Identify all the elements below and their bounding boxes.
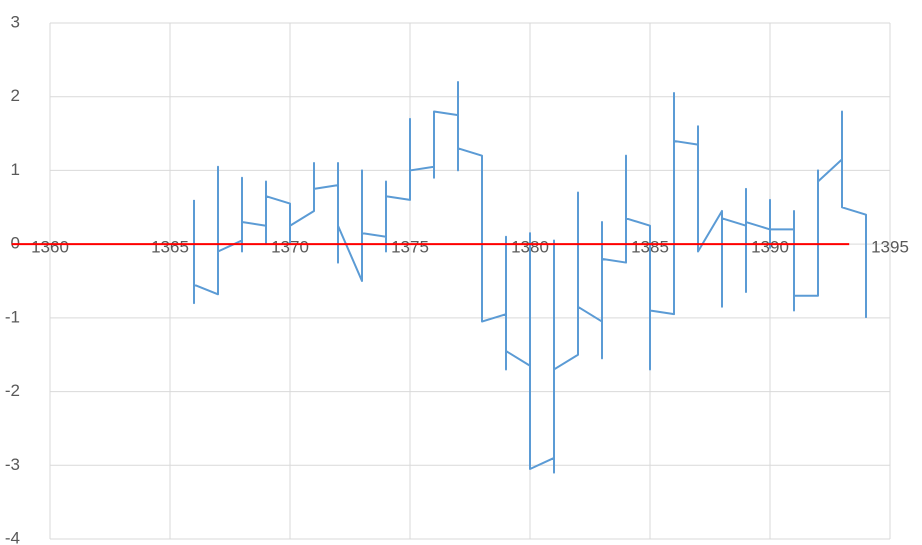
y-tick-label: 3 bbox=[11, 12, 20, 31]
y-tick-label: 1 bbox=[11, 160, 20, 179]
data-line bbox=[193, 80, 867, 474]
y-tick-label: -3 bbox=[5, 455, 20, 474]
x-tick-label: 1365 bbox=[151, 238, 189, 257]
x-tick-label: 1360 bbox=[31, 238, 69, 257]
x-tick-label: 1395 bbox=[871, 238, 909, 257]
y-tick-label: -2 bbox=[5, 381, 20, 400]
y-tick-label: 0 bbox=[11, 234, 20, 253]
x-tick-label: 1375 bbox=[391, 238, 429, 257]
y-tick-label: -1 bbox=[5, 307, 20, 326]
y-tick-label: 2 bbox=[11, 86, 20, 105]
x-tick-label: 1370 bbox=[271, 238, 309, 257]
y-tick-label: -4 bbox=[5, 528, 20, 545]
